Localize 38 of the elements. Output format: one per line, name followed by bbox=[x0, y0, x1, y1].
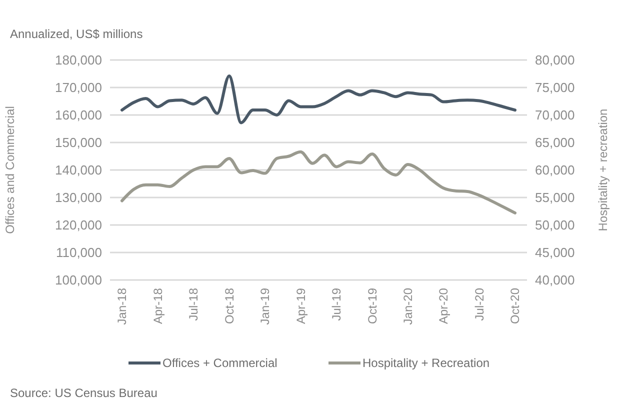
y2-tick-label: 45,000 bbox=[535, 245, 575, 260]
x-tick-label: Oct-20 bbox=[508, 288, 522, 324]
y-tick-label: 180,000 bbox=[55, 52, 102, 68]
x-tick-label: Jan-18 bbox=[115, 288, 130, 325]
line-series bbox=[120, 74, 516, 124]
y2-tick-label: 60,000 bbox=[535, 162, 575, 178]
y-tick-label: 170,000 bbox=[55, 80, 102, 96]
x-tick-label: Jan-20 bbox=[401, 288, 416, 325]
x-tick-label: Apr-18 bbox=[150, 288, 165, 324]
y-tick-label: 160,000 bbox=[55, 108, 102, 123]
y2-axis-title: Hospitality + recreation bbox=[596, 108, 610, 232]
y-tick-label: 130,000 bbox=[55, 190, 102, 206]
y-axis-title: Offices and Commercial bbox=[3, 106, 17, 234]
x-tick-label: Jul-20 bbox=[472, 288, 486, 321]
y2-tick-label: 75,000 bbox=[535, 80, 575, 96]
y2-tick-label: 40,000 bbox=[535, 272, 575, 288]
y2-tick-label: 50,000 bbox=[535, 218, 575, 233]
y2-tick-label: 70,000 bbox=[535, 108, 575, 123]
y-tick-label: 100,000 bbox=[55, 272, 102, 288]
x-tick-label: Jan-19 bbox=[258, 288, 272, 325]
x-tick-label: Oct-19 bbox=[365, 288, 380, 324]
chart-title: Annualized, US$ millions bbox=[10, 27, 143, 41]
y-tick-label: 140,000 bbox=[55, 162, 102, 178]
x-tick-label: Jul-19 bbox=[330, 288, 344, 321]
legend-label: Hospitality + Recreation bbox=[362, 356, 490, 370]
y2-tick-label: 65,000 bbox=[535, 135, 575, 150]
y2-tick-label: 55,000 bbox=[535, 190, 575, 206]
x-tick-label: Apr-19 bbox=[294, 288, 308, 324]
x-tick-label: Oct-18 bbox=[222, 288, 236, 324]
x-tick-label: Apr-20 bbox=[436, 288, 451, 324]
line-series bbox=[120, 150, 516, 214]
y-tick-label: 110,000 bbox=[56, 245, 102, 260]
x-tick-label: Jul-18 bbox=[186, 288, 201, 321]
y-tick-label: 120,000 bbox=[55, 218, 102, 233]
source-note: Source: US Census Bureau bbox=[10, 386, 158, 400]
legend-label: Offices + Commercial bbox=[162, 356, 278, 370]
y-tick-label: 150,000 bbox=[55, 135, 102, 150]
y2-tick-label: 80,000 bbox=[535, 52, 575, 68]
